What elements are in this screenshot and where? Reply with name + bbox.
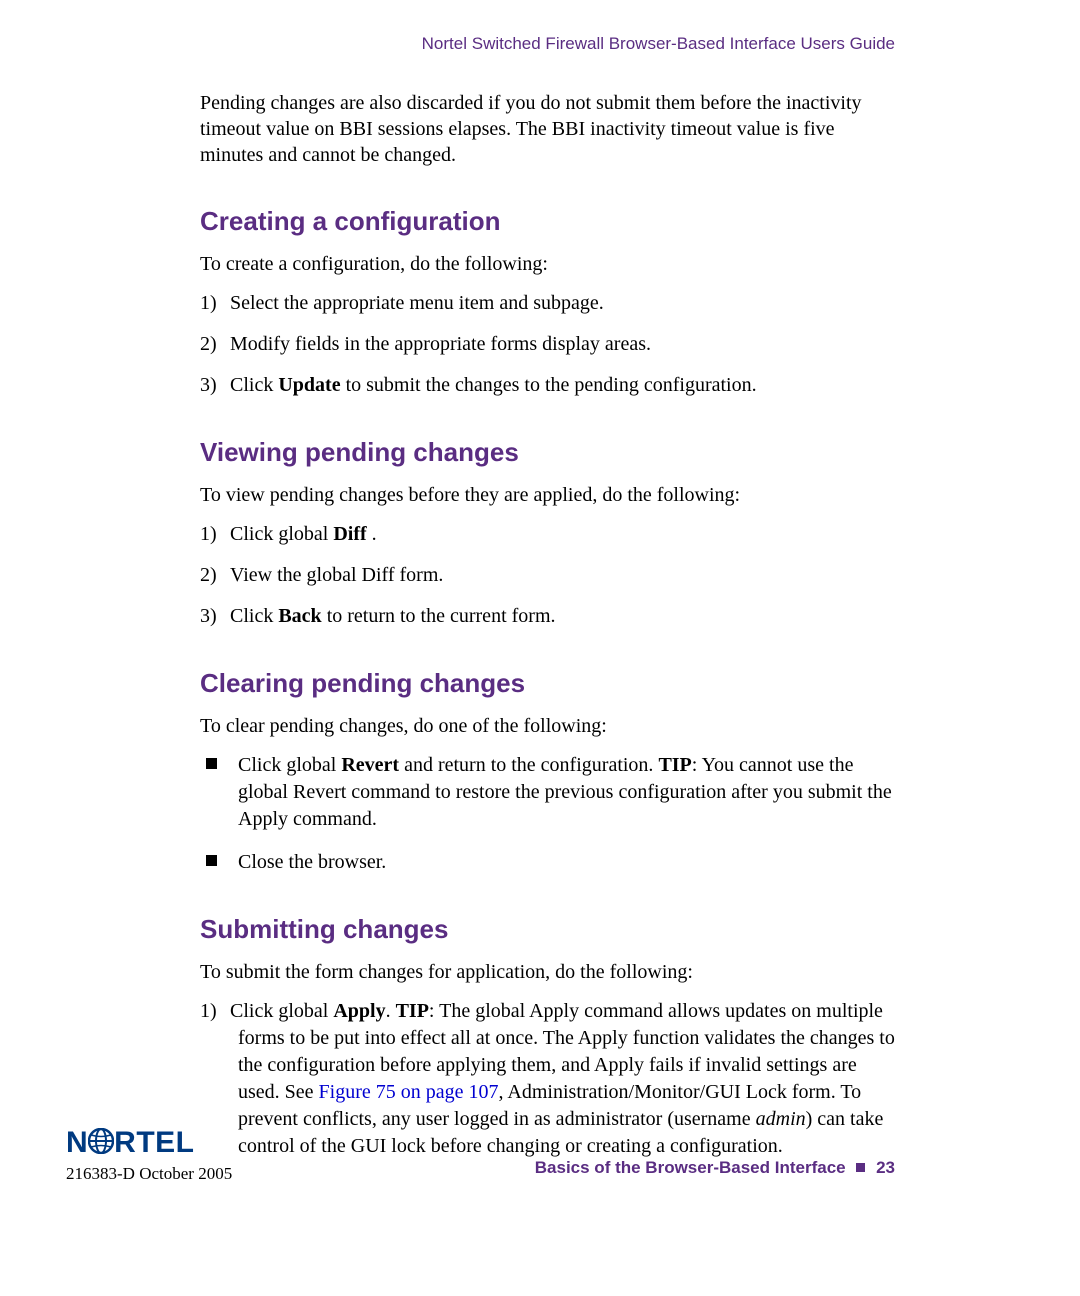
heading-submitting: Submitting changes: [200, 914, 895, 945]
heading-creating: Creating a configuration: [200, 206, 895, 237]
bullet-text-c: and return to the configuration.: [399, 754, 658, 776]
step-text-bold: Diff: [333, 523, 366, 545]
bullet-text: Close the browser.: [238, 851, 386, 873]
submitting-intro: To submit the form changes for applicati…: [200, 961, 895, 984]
list-item: Click global Revert and return to the co…: [200, 752, 895, 833]
footer-right: Basics of the Browser-Based Interface 23: [535, 1158, 895, 1178]
viewing-steps: 1)Click global Diff . 2)View the global …: [200, 521, 895, 630]
creating-intro: To create a configuration, do the follow…: [200, 253, 895, 276]
step-text-c: to submit the changes to the pending con…: [341, 374, 757, 396]
list-item: 1)Select the appropriate menu item and s…: [200, 290, 895, 317]
step-text-bold: Apply: [333, 1000, 385, 1022]
step-text-c: to return to the current form.: [322, 605, 556, 627]
step-text-a: Click: [230, 374, 278, 396]
step-text-c: .: [367, 523, 377, 545]
page-content: Pending changes are also discarded if yo…: [200, 90, 895, 1174]
nortel-logo: N RTEL: [66, 1126, 895, 1158]
intro-paragraph: Pending changes are also discarded if yo…: [200, 90, 895, 168]
clearing-intro: To clear pending changes, do one of the …: [200, 715, 895, 738]
step-text: Select the appropriate menu item and sub…: [230, 292, 604, 314]
step-text-c: .: [386, 1000, 396, 1022]
clearing-bullets: Click global Revert and return to the co…: [200, 752, 895, 876]
heading-viewing: Viewing pending changes: [200, 437, 895, 468]
logo-text-1: N: [66, 1126, 88, 1159]
list-item: 1)Click global Diff .: [200, 521, 895, 548]
square-icon: [856, 1163, 865, 1172]
page-header: Nortel Switched Firewall Browser-Based I…: [200, 34, 895, 54]
step-text-tip: TIP: [396, 1000, 429, 1022]
step-text-a: Click global: [230, 1000, 333, 1022]
viewing-intro: To view pending changes before they are …: [200, 484, 895, 507]
globe-icon: [88, 1128, 114, 1160]
header-title: Nortel Switched Firewall Browser-Based I…: [422, 34, 895, 53]
bullet-text-tip: TIP: [658, 754, 691, 776]
heading-clearing: Clearing pending changes: [200, 668, 895, 699]
document-page: Nortel Switched Firewall Browser-Based I…: [0, 0, 1080, 1296]
figure-link[interactable]: Figure 75 on page 107: [319, 1081, 499, 1103]
bullet-text-bold: Revert: [341, 754, 399, 776]
list-item: 2)View the global Diff form.: [200, 562, 895, 589]
list-item: 2)Modify fields in the appropriate forms…: [200, 331, 895, 358]
list-item: 3)Click Update to submit the changes to …: [200, 372, 895, 399]
list-item: Close the browser.: [200, 849, 895, 876]
step-text: View the global Diff form.: [230, 564, 443, 586]
page-number: 23: [876, 1158, 895, 1177]
footer-section-name: Basics of the Browser-Based Interface: [535, 1158, 846, 1177]
step-text-a: Click global: [230, 523, 333, 545]
step-text-a: Click: [230, 605, 278, 627]
logo-text-2: RTEL: [114, 1126, 194, 1159]
creating-steps: 1)Select the appropriate menu item and s…: [200, 290, 895, 399]
step-text-bold: Back: [278, 605, 321, 627]
page-footer: NRTEL 216383-D October 2005 Basics of th…: [66, 1126, 895, 1196]
bullet-text-a: Click global: [238, 754, 341, 776]
list-item: 3)Click Back to return to the current fo…: [200, 603, 895, 630]
step-text: Modify fields in the appropriate forms d…: [230, 333, 651, 355]
step-text-bold: Update: [278, 374, 340, 396]
